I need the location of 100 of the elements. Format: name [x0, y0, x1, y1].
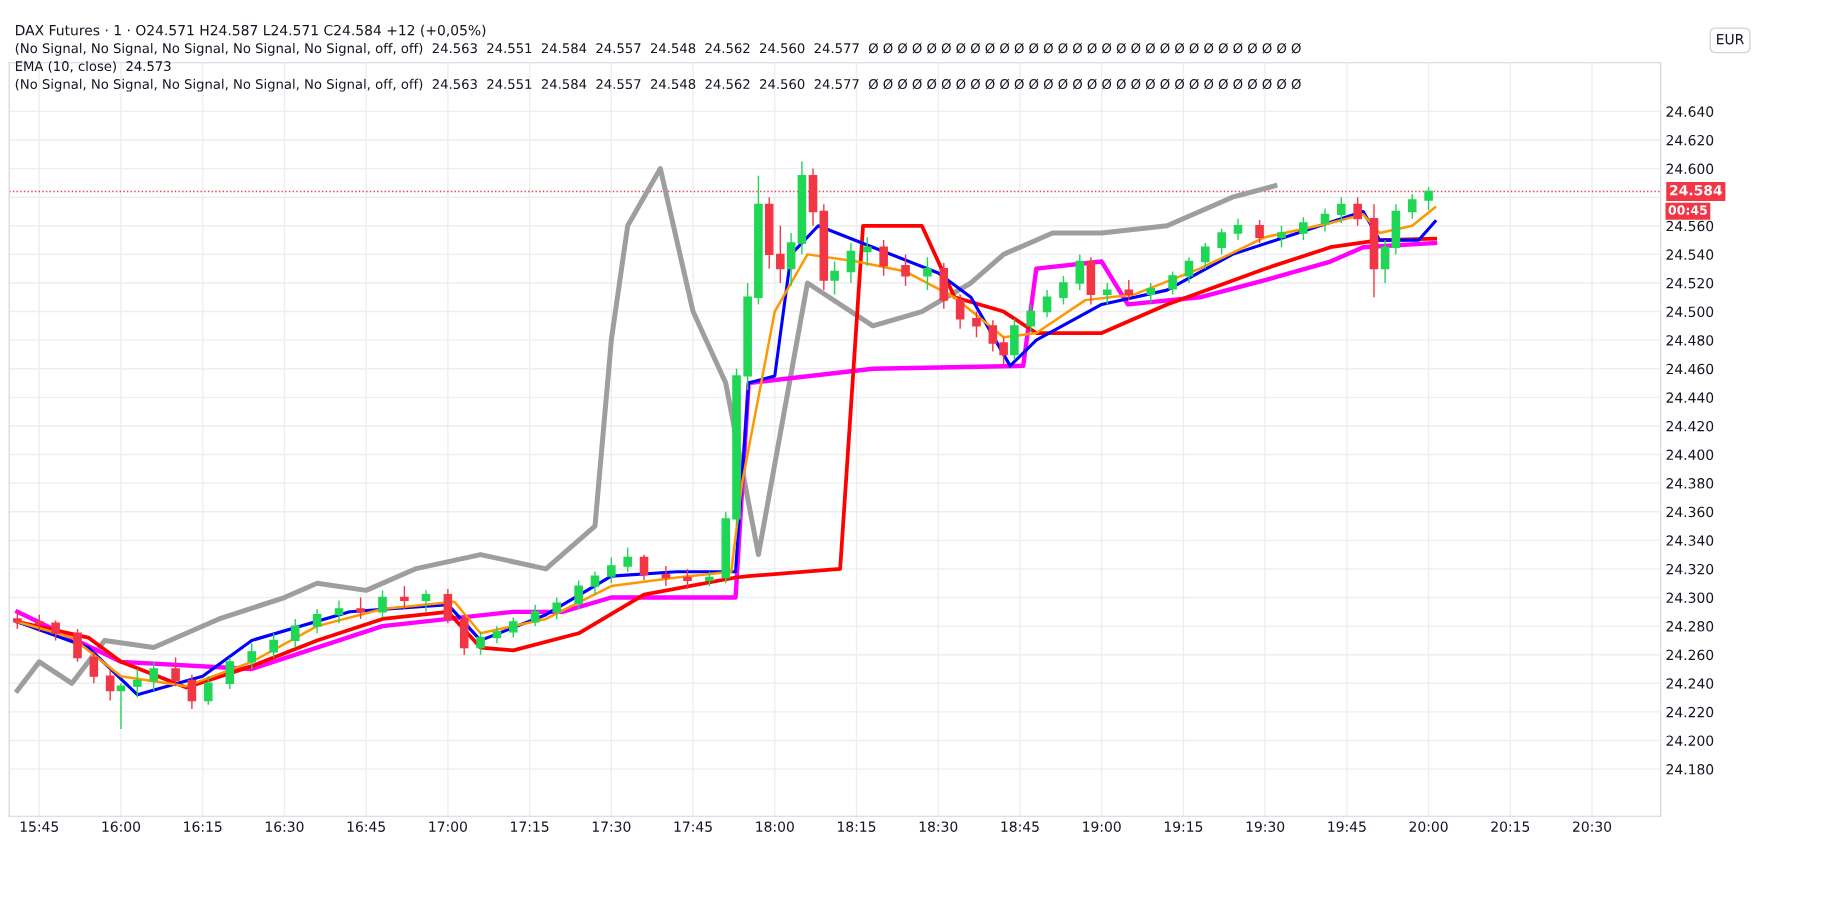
y-tick-label: 24.460	[1666, 363, 1714, 375]
y-tick-label: 24.440	[1666, 392, 1714, 403]
candlestick	[187, 674, 197, 710]
y-tick-label: 24.540	[1666, 249, 1714, 260]
y-tick-label: 24.300	[1666, 592, 1714, 603]
x-tick-label: 15:45	[20, 821, 59, 832]
candlestick	[378, 589, 387, 619]
candlestick	[269, 632, 278, 659]
candlestick	[421, 589, 431, 613]
candlestick	[89, 651, 99, 684]
candlestick	[1059, 275, 1068, 306]
candlestick	[508, 616, 518, 639]
ref-line-label: 24.584	[1670, 184, 1722, 196]
y-tick-label: 24.400	[1666, 449, 1714, 461]
x-tick-label: 18:00	[756, 821, 794, 832]
x-tick-label: 18:15	[838, 821, 876, 832]
candlestick	[105, 668, 115, 702]
x-tick-label: 16:00	[102, 821, 141, 832]
candlestick	[476, 631, 485, 656]
candlestick	[1407, 193, 1417, 220]
y-tick-label: 24.360	[1666, 506, 1714, 518]
candlestick	[312, 608, 322, 634]
candlestick	[901, 253, 910, 287]
candlestick	[1124, 279, 1134, 301]
y-tick-label: 24.200	[1666, 735, 1714, 746]
candlestick	[623, 546, 632, 573]
y-tick-label: 24.340	[1666, 535, 1714, 546]
candlestick	[955, 293, 965, 330]
x-tick-label: 17:15	[511, 821, 549, 832]
y-tick-label: 24.500	[1666, 306, 1714, 318]
y-tick-label: 24.380	[1666, 478, 1714, 489]
x-tick-label: 16:45	[347, 821, 385, 832]
candlestick	[530, 603, 540, 627]
candlestick	[334, 599, 344, 624]
candlestick	[830, 260, 839, 296]
candlestick	[1320, 207, 1330, 233]
candlestick	[639, 553, 649, 582]
x-tick-label: 20:15	[1491, 821, 1530, 832]
candlestick	[225, 656, 235, 690]
candlestick	[1299, 216, 1308, 241]
x-tick-label: 18:45	[1001, 821, 1039, 832]
candlestick	[1026, 303, 1036, 333]
candlestick	[1424, 186, 1433, 211]
candlestick	[661, 565, 671, 587]
candlestick	[988, 319, 998, 353]
candlestick	[1337, 196, 1346, 224]
y-tick-label: 24.220	[1666, 706, 1714, 718]
x-tick-label: 16:30	[265, 821, 304, 832]
candlestick	[1184, 256, 1194, 284]
candlestick	[972, 310, 981, 338]
x-tick-label: 19:45	[1328, 821, 1366, 832]
x-tick-label: 18:30	[919, 821, 958, 832]
y-tick-label: 24.560	[1666, 220, 1714, 232]
y-tick-label: 24.280	[1666, 621, 1714, 632]
text: EUR	[1717, 34, 1744, 45]
candlestick	[116, 682, 126, 730]
candlestick	[149, 661, 158, 692]
candlestick	[862, 236, 872, 267]
candlestick	[1168, 270, 1177, 296]
candlestick	[1217, 227, 1226, 256]
text: (No Signal, No Signal, No Signal, No Signal, No Signal, off, off) 24.563 24.551 24.584 24.557 24.548 24.562 24.560 24.577 Ø Ø Ø Ø Ø Ø Ø Ø Ø Ø Ø Ø Ø Ø Ø Ø Ø Ø Ø Ø Ø Ø Ø Ø Ø Ø Ø Ø Ø Ø	[15, 42, 1301, 56]
x-tick-label: 17:30	[592, 821, 631, 832]
x-tick-label: 17:00	[429, 821, 467, 832]
x-tick-label: 19:30	[1246, 821, 1285, 832]
candlestick	[923, 256, 932, 291]
candlestick	[1353, 196, 1362, 227]
candlestick	[879, 239, 888, 277]
candlestick	[51, 619, 60, 642]
y-tick-label: 24.260	[1666, 649, 1714, 661]
y-tick-label: 24.600	[1666, 163, 1714, 175]
x-tick-label: 20:30	[1573, 821, 1612, 832]
candlestick	[356, 596, 365, 620]
candlestick	[1146, 282, 1156, 304]
candlestick	[290, 618, 300, 649]
candlestick	[1380, 239, 1390, 284]
candlestick	[247, 642, 257, 670]
y-tick-label: 24.180	[1666, 764, 1714, 775]
x-tick-label: 19:15	[1164, 821, 1203, 832]
candlestick	[590, 571, 600, 596]
x-tick-label: 16:15	[184, 821, 222, 832]
candlestick	[400, 585, 409, 610]
annotation: EMA (10, close) 24.573	[15, 60, 171, 73]
x-tick-label: 19:00	[1083, 821, 1121, 832]
y-tick-label: 24.420	[1666, 420, 1714, 432]
candlestick	[999, 336, 1008, 367]
candlestick	[1233, 217, 1243, 241]
y-tick-label: 24.480	[1666, 335, 1714, 346]
x-tick-label: 20:00	[1409, 821, 1448, 832]
y-tick-label: 24.640	[1666, 106, 1714, 117]
candlestick	[1102, 282, 1112, 306]
candlestick	[1201, 242, 1210, 270]
candlestick	[1277, 225, 1286, 248]
candlestick	[171, 656, 180, 687]
candlestick	[133, 668, 142, 699]
candlestick	[846, 242, 856, 284]
annotation: (No Signal, No Signal, No Signal, No Signal, No Signal, off, off) 24.563 24.551 24.584 24.557 24.548 24.562 24.560 24.577 Ø Ø Ø Ø Ø Ø Ø Ø Ø Ø Ø Ø Ø Ø Ø Ø Ø Ø Ø Ø Ø Ø Ø Ø Ø Ø Ø Ø Ø Ø	[15, 78, 1301, 92]
candlestick	[552, 596, 562, 620]
candlestick	[776, 225, 785, 284]
text: 00:45	[1668, 205, 1707, 215]
y-tick-label: 24.520	[1666, 277, 1714, 289]
